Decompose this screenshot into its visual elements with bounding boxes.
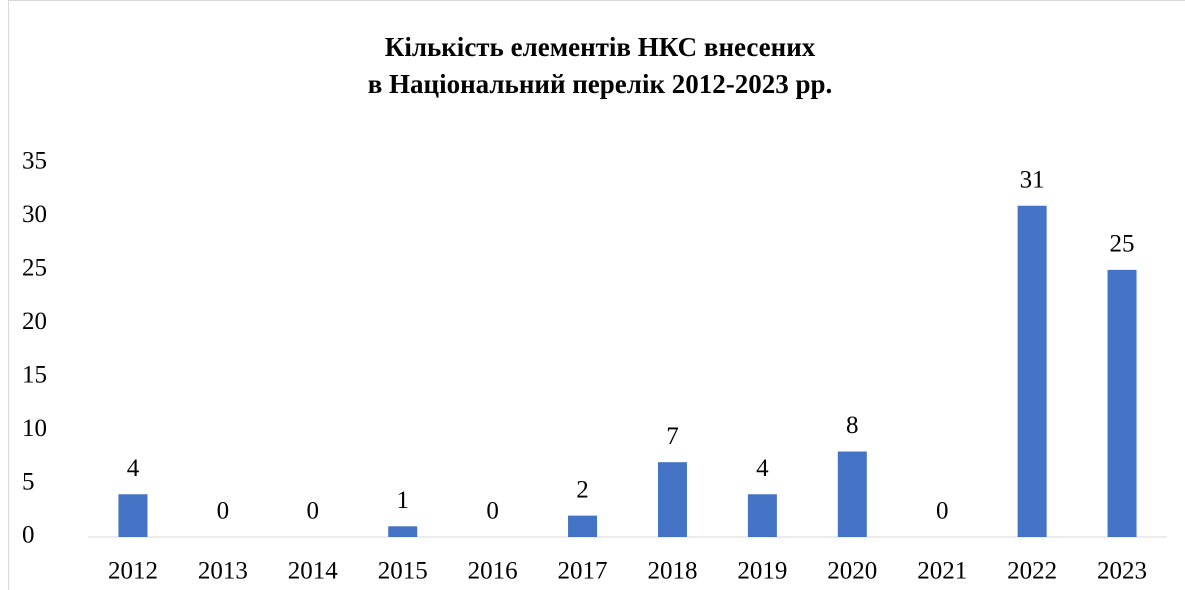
x-tick-label: 2017 (558, 558, 608, 585)
y-tick-label: 15 (22, 361, 47, 388)
data-label: 0 (936, 498, 949, 525)
data-label: 0 (217, 498, 230, 525)
y-tick-label: 5 (22, 468, 35, 495)
bar (1017, 205, 1047, 537)
x-tick-label: 2014 (288, 558, 339, 585)
chart-title: Кількість елементів НКС внесених (385, 32, 816, 62)
y-tick-label: 20 (22, 308, 47, 335)
x-tick-label: 2018 (647, 558, 697, 585)
data-label: 1 (396, 487, 409, 514)
x-tick-label: 2020 (827, 558, 877, 585)
data-label: 7 (666, 423, 679, 450)
data-label: 25 (1110, 231, 1135, 258)
bar (568, 515, 598, 537)
x-tick-label: 2022 (1007, 558, 1057, 585)
data-label: 0 (307, 498, 320, 525)
bar (388, 526, 418, 537)
y-tick-label: 35 (22, 148, 47, 175)
bar (747, 494, 777, 537)
y-tick-label: 25 (22, 255, 47, 282)
bar (118, 494, 148, 537)
x-tick-label: 2016 (468, 558, 518, 585)
chart-frame (8, 0, 1185, 590)
data-label: 8 (846, 412, 859, 439)
chart-title: в Національний перелік 2012-2023 рр. (368, 69, 833, 99)
data-label: 4 (127, 455, 140, 482)
x-tick-label: 2012 (108, 558, 158, 585)
y-tick-label: 30 (22, 201, 47, 228)
x-tick-label: 2015 (378, 558, 428, 585)
data-label: 4 (756, 455, 769, 482)
bar (657, 462, 687, 537)
x-tick-label: 2019 (737, 558, 787, 585)
data-label: 2 (576, 476, 589, 503)
bar (1107, 269, 1137, 537)
data-label: 0 (486, 498, 499, 525)
y-tick-label: 0 (22, 522, 35, 549)
x-tick-label: 2021 (917, 558, 967, 585)
bar (837, 451, 867, 537)
data-label: 31 (1020, 166, 1045, 193)
x-tick-label: 2013 (198, 558, 248, 585)
x-tick-label: 2023 (1097, 558, 1147, 585)
y-tick-label: 10 (22, 415, 47, 442)
